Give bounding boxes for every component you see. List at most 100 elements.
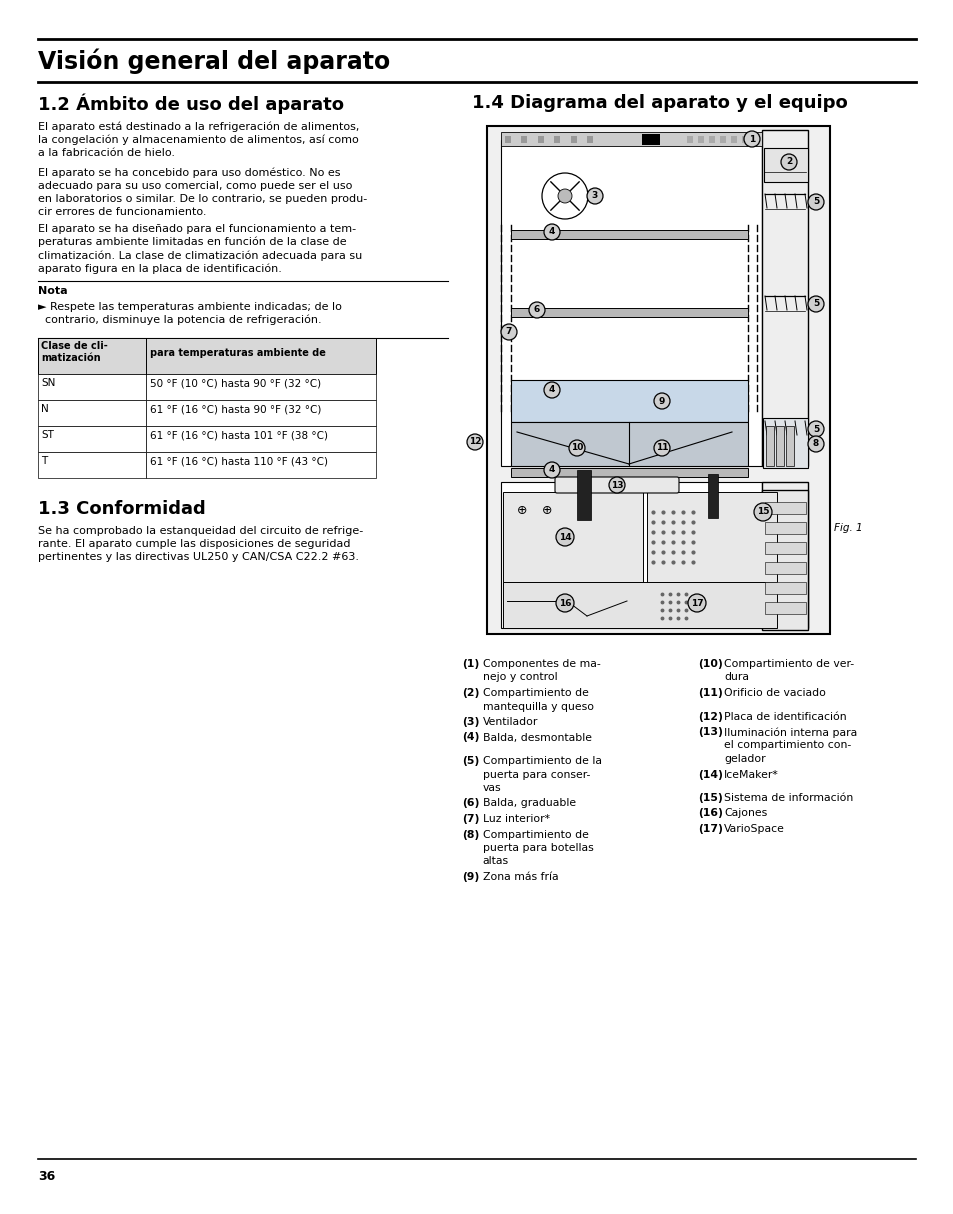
Circle shape <box>543 463 559 478</box>
Circle shape <box>500 324 517 340</box>
Text: 17: 17 <box>690 599 702 607</box>
Text: Nota: Nota <box>38 287 68 296</box>
Bar <box>761 490 807 630</box>
Bar <box>502 582 776 628</box>
Bar <box>764 522 805 534</box>
Bar <box>641 134 659 144</box>
Text: 16: 16 <box>558 599 571 607</box>
Text: vas: vas <box>482 783 501 793</box>
Text: (17): (17) <box>698 824 722 834</box>
Bar <box>707 473 718 518</box>
Text: N: N <box>41 404 49 414</box>
Text: Ventilador: Ventilador <box>482 717 537 727</box>
Circle shape <box>556 528 574 546</box>
Text: 7: 7 <box>505 328 512 336</box>
Bar <box>511 388 747 397</box>
Bar <box>586 136 593 143</box>
Text: (1): (1) <box>461 659 478 669</box>
Text: Iluminación interna para: Iluminación interna para <box>723 727 857 737</box>
Text: (10): (10) <box>698 659 722 669</box>
Text: 5: 5 <box>812 300 819 308</box>
Bar <box>720 136 725 143</box>
Text: 2: 2 <box>785 158 791 166</box>
Circle shape <box>807 194 823 210</box>
Bar <box>764 582 805 594</box>
Text: (8): (8) <box>461 829 478 840</box>
Circle shape <box>467 433 482 450</box>
Circle shape <box>529 302 544 318</box>
Text: 5: 5 <box>812 198 819 206</box>
Text: gelador: gelador <box>723 754 765 764</box>
Bar <box>554 136 559 143</box>
Text: 6: 6 <box>534 306 539 314</box>
Bar <box>38 426 146 452</box>
Text: altas: altas <box>482 857 508 867</box>
Bar <box>741 136 747 143</box>
Bar <box>504 136 511 143</box>
Text: 50 °F (10 °C) hasta 90 °F (32 °C): 50 °F (10 °C) hasta 90 °F (32 °C) <box>150 378 321 388</box>
Text: Clase de cli-
matización: Clase de cli- matización <box>41 341 108 363</box>
Text: 12: 12 <box>468 437 480 447</box>
Circle shape <box>556 594 574 612</box>
Text: 4: 4 <box>548 386 555 395</box>
Text: Se ha comprobado la estanqueidad del circuito de refrige-
rante. El aparato cump: Se ha comprobado la estanqueidad del cir… <box>38 526 363 562</box>
Text: Visión general del aparato: Visión general del aparato <box>38 49 390 74</box>
Circle shape <box>541 174 587 219</box>
Text: puerta para botellas: puerta para botellas <box>482 843 593 853</box>
Text: Luz interior*: Luz interior* <box>482 815 549 824</box>
Circle shape <box>568 439 584 456</box>
Bar <box>761 482 807 628</box>
Text: (13): (13) <box>698 727 722 737</box>
Bar <box>730 136 737 143</box>
Bar <box>38 399 146 426</box>
Text: Cajones: Cajones <box>723 809 766 818</box>
Text: ► Respete las temperaturas ambiente indicadas; de lo
  contrario, disminuye la p: ► Respete las temperaturas ambiente indi… <box>38 302 341 325</box>
Text: Componentes de ma-: Componentes de ma- <box>482 659 600 669</box>
Text: Orificio de vaciado: Orificio de vaciado <box>723 688 825 698</box>
Text: Sistema de información: Sistema de información <box>723 793 852 802</box>
Text: IceMaker*: IceMaker* <box>723 770 778 779</box>
Bar <box>646 492 776 582</box>
Bar <box>708 136 714 143</box>
Text: 1: 1 <box>748 135 755 143</box>
Bar <box>38 337 375 374</box>
Circle shape <box>807 436 823 452</box>
Bar <box>764 602 805 614</box>
Bar <box>146 452 375 478</box>
Text: 9: 9 <box>659 397 664 405</box>
Text: 1.3 Conformidad: 1.3 Conformidad <box>38 500 206 518</box>
Text: 15: 15 <box>756 507 768 516</box>
Text: puerta para conser-: puerta para conser- <box>482 770 590 779</box>
Text: (9): (9) <box>461 872 478 883</box>
Bar <box>686 136 692 143</box>
Text: 1.2 Ámbito de uso del aparato: 1.2 Ámbito de uso del aparato <box>38 93 344 114</box>
Text: 36: 36 <box>38 1170 55 1182</box>
Circle shape <box>743 131 760 147</box>
Text: 61 °F (16 °C) hasta 90 °F (32 °C): 61 °F (16 °C) hasta 90 °F (32 °C) <box>150 404 321 414</box>
Bar <box>511 229 747 239</box>
Bar <box>38 452 146 478</box>
Text: ⊕: ⊕ <box>517 504 527 516</box>
Bar <box>775 426 783 466</box>
Circle shape <box>608 477 624 493</box>
Text: Compartimiento de: Compartimiento de <box>482 688 588 698</box>
Text: (15): (15) <box>698 793 722 802</box>
Bar <box>762 418 807 469</box>
Text: (16): (16) <box>698 809 722 818</box>
Text: Placa de identificación: Placa de identificación <box>723 711 845 721</box>
Text: (3): (3) <box>461 717 478 727</box>
Text: Fig. 1: Fig. 1 <box>833 523 862 533</box>
Text: mantequilla y queso: mantequilla y queso <box>482 702 593 711</box>
Bar <box>511 469 747 477</box>
Circle shape <box>543 382 559 398</box>
Text: (7): (7) <box>461 815 478 824</box>
Bar <box>537 136 543 143</box>
Text: el compartimiento con-: el compartimiento con- <box>723 741 850 750</box>
Circle shape <box>558 189 572 203</box>
Text: Zona más fría: Zona más fría <box>482 872 558 883</box>
Text: ⊕: ⊕ <box>541 504 552 516</box>
Text: 13: 13 <box>610 481 622 489</box>
Text: 5: 5 <box>812 425 819 433</box>
Text: 1.4 Diagrama del aparato y el equipo: 1.4 Diagrama del aparato y el equipo <box>472 93 847 112</box>
Circle shape <box>807 296 823 312</box>
